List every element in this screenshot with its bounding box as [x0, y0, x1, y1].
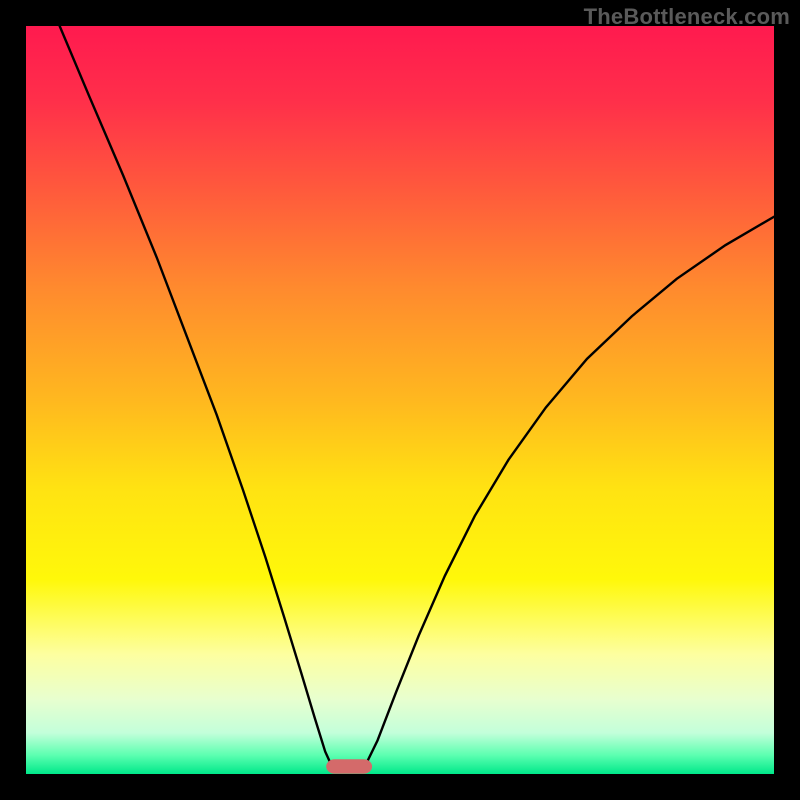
bottleneck-marker [327, 760, 372, 773]
watermark-text: TheBottleneck.com [584, 4, 790, 30]
bottleneck-chart [0, 0, 800, 800]
gradient-background [26, 26, 774, 774]
chart-frame: TheBottleneck.com [0, 0, 800, 800]
